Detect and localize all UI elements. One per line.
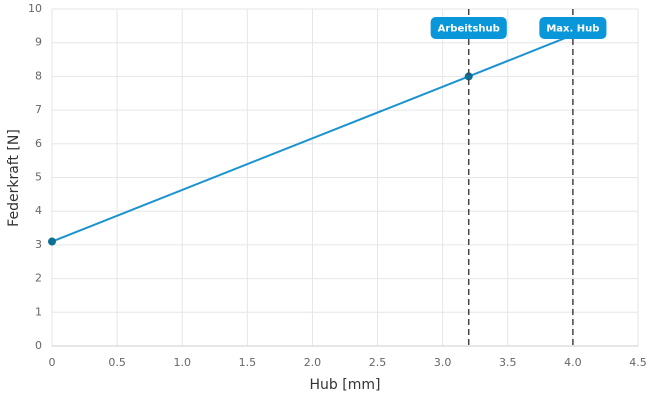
y-tick-label: 2 — [35, 272, 42, 285]
y-tick-label: 10 — [28, 2, 42, 15]
y-tick-label: 6 — [35, 137, 42, 150]
y-tick-label: 1 — [35, 305, 42, 318]
x-tick-label: 1.0 — [173, 356, 191, 369]
annotation-label: Max. Hub — [546, 24, 599, 35]
x-tick-label: 2.0 — [304, 356, 322, 369]
x-tick-label: 4.0 — [564, 356, 582, 369]
y-tick-label: 5 — [35, 171, 42, 184]
y-tick-label: 4 — [35, 204, 42, 217]
x-tick-label: 0.5 — [108, 356, 126, 369]
x-axis-title: Hub [mm] — [310, 377, 381, 393]
y-tick-label: 9 — [35, 36, 42, 49]
x-tick-label: 3.5 — [499, 356, 517, 369]
y-tick-label: 8 — [35, 69, 42, 82]
point — [48, 237, 56, 246]
y-tick-label: 7 — [35, 103, 42, 116]
y-tick-label: 0 — [35, 339, 42, 352]
x-tick-label: 4.5 — [629, 356, 647, 369]
x-tick-label: 1.5 — [239, 356, 257, 369]
annotation-box — [539, 17, 607, 39]
y-axis-title: Federkraft [N] — [6, 129, 22, 227]
point — [464, 72, 473, 81]
x-tick-label: 0 — [49, 356, 56, 369]
x-tick-label: 3.0 — [434, 356, 452, 369]
y-tick-label: 3 — [35, 238, 42, 251]
annotation-box — [430, 17, 507, 39]
annotation-label: Arbeitshub — [438, 24, 500, 35]
x-tick-label: 2.5 — [369, 356, 387, 369]
